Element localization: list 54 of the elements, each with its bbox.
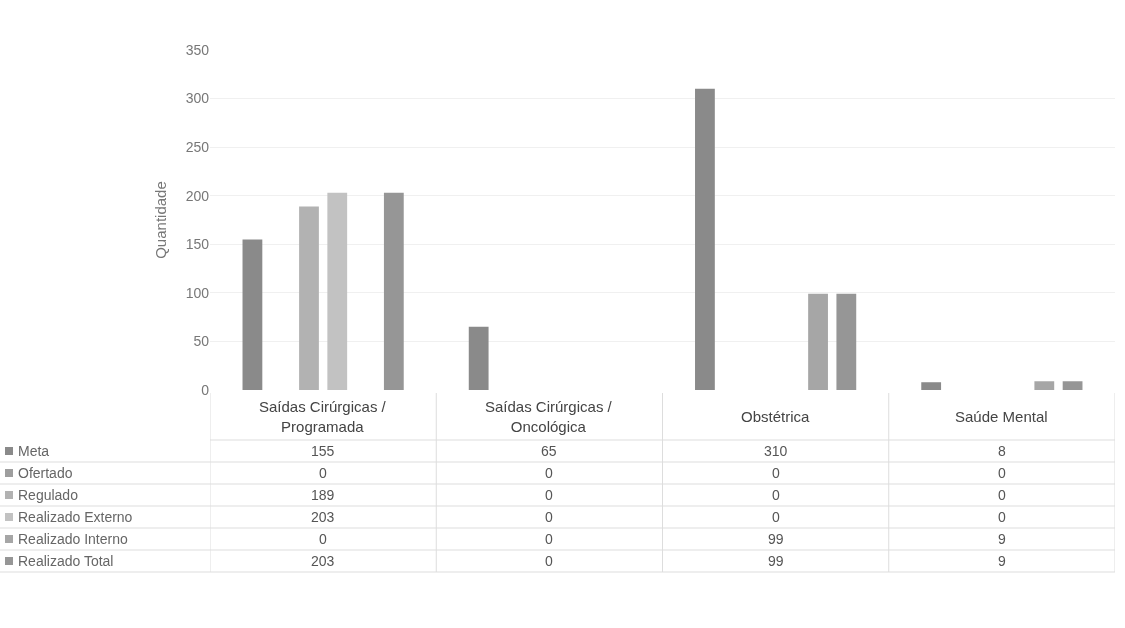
data-label: 0 <box>545 553 553 569</box>
bar <box>242 239 263 390</box>
data-label: 310 <box>764 443 788 459</box>
bar <box>808 293 828 390</box>
legend-label: Regulado <box>18 487 79 503</box>
data-label: 0 <box>998 465 1006 481</box>
legend-label: Realizado Externo <box>18 509 133 525</box>
data-label: 0 <box>319 465 327 481</box>
y-tick-label: 300 <box>185 90 210 107</box>
bar <box>299 206 319 390</box>
legend-label: Ofertado <box>18 465 73 481</box>
data-label: 99 <box>768 553 784 569</box>
y-tick-label: 50 <box>193 333 210 350</box>
data-label: 0 <box>772 509 780 525</box>
data-label: 0 <box>545 487 553 503</box>
bar <box>327 192 348 390</box>
bar <box>1062 381 1083 390</box>
bar <box>468 326 489 390</box>
y-tick-label: 250 <box>185 139 210 156</box>
y-tick-label: 200 <box>185 187 210 204</box>
data-label: 8 <box>998 443 1006 459</box>
legend-label: Meta <box>18 443 50 459</box>
data-label: 203 <box>311 509 335 525</box>
data-label: 9 <box>998 531 1006 547</box>
data-label: 155 <box>311 443 335 459</box>
data-label: 0 <box>772 487 780 503</box>
data-label: 0 <box>998 487 1006 503</box>
data-label: 0 <box>319 531 327 547</box>
x-tick-label: Saídas Cirúrgicas / Oncológica <box>485 398 613 435</box>
y-tick-label: 100 <box>185 284 210 301</box>
data-label: 203 <box>311 553 335 569</box>
y-axis-title: Quantidade <box>151 181 169 259</box>
bar <box>921 382 942 390</box>
data-label: 65 <box>541 443 557 459</box>
y-tick-label: 350 <box>185 41 210 58</box>
x-tick-label: Saídas Cirúrgicas / Programada <box>259 398 387 435</box>
data-label: 0 <box>545 509 553 525</box>
bar <box>1034 381 1055 390</box>
x-tick-label: Saúde Mental <box>955 408 1048 425</box>
bar <box>695 88 715 390</box>
x-tick-label: Obstétrica <box>741 408 811 425</box>
data-label: 0 <box>998 509 1006 525</box>
data-label: 99 <box>768 531 784 547</box>
bar <box>836 293 857 390</box>
legend-label: Realizado Total <box>18 553 114 569</box>
y-tick-label: 0 <box>201 381 210 398</box>
data-label: 9 <box>998 553 1006 569</box>
bar <box>383 192 404 390</box>
legend-label: Realizado Interno <box>18 531 128 547</box>
data-label: 0 <box>545 531 553 547</box>
data-label: 189 <box>311 487 335 503</box>
data-label: 0 <box>545 465 553 481</box>
data-label: 0 <box>772 465 780 481</box>
y-tick-label: 150 <box>185 236 210 253</box>
